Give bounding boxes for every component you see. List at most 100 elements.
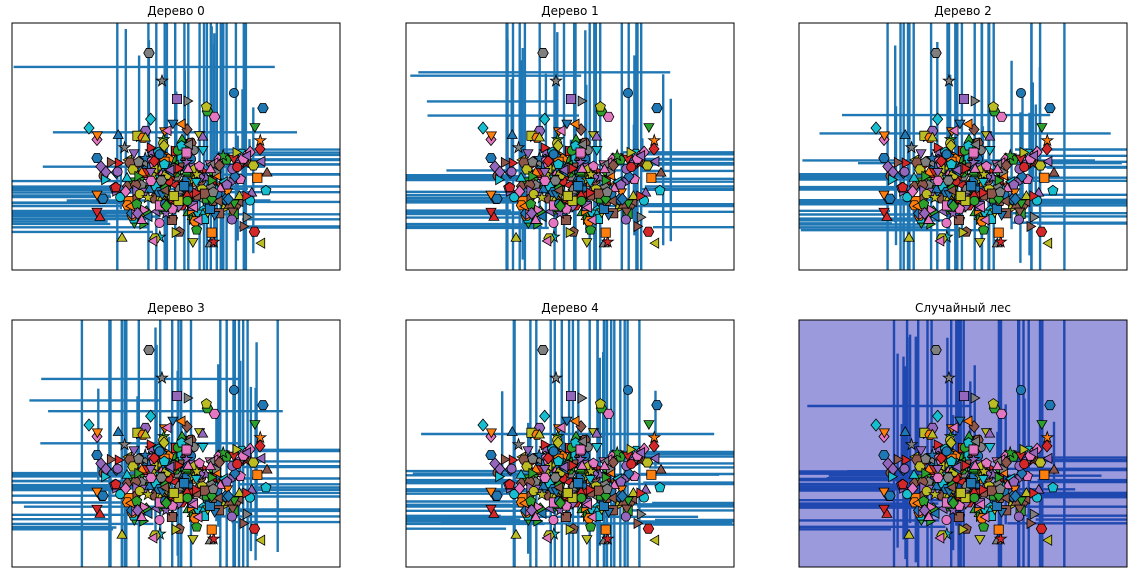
- data-point: [534, 204, 545, 216]
- data-point: [561, 416, 573, 427]
- data-point: [893, 156, 904, 169]
- data-point: [576, 492, 587, 503]
- data-point: [91, 504, 103, 515]
- data-point: [110, 478, 122, 490]
- data-point: [921, 170, 932, 183]
- data-point: [528, 189, 539, 200]
- data-point: [532, 447, 547, 462]
- data-point: [101, 173, 112, 186]
- data-point: [1019, 443, 1030, 456]
- data-point: [260, 481, 272, 493]
- data-point: [226, 504, 239, 515]
- data-point: [241, 446, 252, 459]
- data-point: [620, 214, 631, 225]
- data-point: [200, 101, 212, 112]
- data-point: [216, 148, 231, 162]
- data-point: [961, 459, 972, 472]
- data-point: [577, 435, 587, 448]
- data-point: [136, 214, 148, 224]
- data-point: [248, 226, 261, 237]
- data-point: [878, 504, 890, 515]
- data-point: [128, 446, 140, 457]
- data-point: [526, 503, 538, 517]
- data-point: [212, 195, 223, 207]
- data-point: [161, 124, 172, 137]
- data-point: [485, 428, 498, 439]
- data-point: [561, 119, 573, 130]
- data-point: [959, 391, 969, 401]
- data-point: [1044, 400, 1056, 411]
- data-point: [133, 156, 145, 167]
- data-point: [600, 524, 611, 535]
- data-point: [636, 211, 647, 223]
- data-point: [888, 470, 899, 483]
- data-point: [581, 535, 593, 546]
- data-point: [948, 124, 959, 137]
- data-point: [120, 184, 132, 199]
- data-point: [636, 508, 647, 520]
- data-point: [899, 426, 911, 436]
- data-point: [1041, 439, 1053, 453]
- data-point: [601, 483, 613, 494]
- data-point: [548, 514, 559, 525]
- data-point: [261, 166, 273, 177]
- data-point: [112, 166, 123, 177]
- data-point: [208, 111, 221, 122]
- data-point: [222, 192, 234, 206]
- data-point: [1016, 169, 1028, 183]
- data-point: [533, 428, 546, 439]
- data-point: [514, 481, 526, 496]
- subplot-title: Дерево 1: [541, 4, 599, 18]
- data-point: [212, 492, 223, 504]
- data-point: [537, 345, 549, 355]
- data-point: [167, 416, 179, 427]
- data-point: [175, 118, 186, 130]
- data-point: [562, 487, 573, 498]
- data-point: [247, 160, 260, 171]
- data-point: [1013, 214, 1024, 225]
- data-point: [994, 174, 1005, 187]
- data-point: [1020, 190, 1033, 200]
- data-point: [110, 181, 122, 193]
- data-point: [642, 523, 655, 534]
- data-point: [539, 472, 551, 483]
- data-point: [921, 467, 932, 480]
- data-point: [134, 170, 145, 183]
- data-point: [966, 155, 981, 169]
- data-point: [539, 465, 551, 475]
- data-point: [591, 443, 603, 454]
- data-point: [1003, 148, 1018, 162]
- data-point: [959, 94, 969, 104]
- data-point: [190, 167, 204, 181]
- data-point: [565, 523, 576, 536]
- data-point: [192, 214, 203, 226]
- data-point: [1019, 459, 1030, 470]
- data-point: [147, 235, 158, 247]
- data-point: [495, 470, 506, 483]
- data-point: [1008, 178, 1020, 190]
- data-point: [643, 123, 655, 134]
- data-point: [878, 131, 891, 142]
- data-point: [627, 190, 640, 200]
- data-point: [987, 398, 999, 409]
- data-point: [132, 206, 144, 220]
- data-point: [975, 201, 986, 214]
- data-point: [182, 459, 194, 470]
- data-point: [527, 156, 539, 167]
- data-point: [247, 457, 260, 468]
- data-point: [577, 138, 587, 151]
- data-point: [207, 186, 219, 197]
- data-point: [584, 464, 598, 478]
- data-point: [897, 478, 909, 490]
- data-point: [160, 199, 172, 213]
- data-point: [969, 195, 980, 206]
- data-point: [987, 101, 999, 112]
- data-point: [601, 186, 613, 197]
- data-point: [183, 392, 194, 404]
- data-point: [206, 227, 217, 238]
- data-point: [132, 503, 144, 517]
- data-point: [207, 174, 218, 187]
- data-point: [970, 392, 981, 404]
- data-point: [582, 498, 593, 511]
- data-point: [993, 234, 1008, 248]
